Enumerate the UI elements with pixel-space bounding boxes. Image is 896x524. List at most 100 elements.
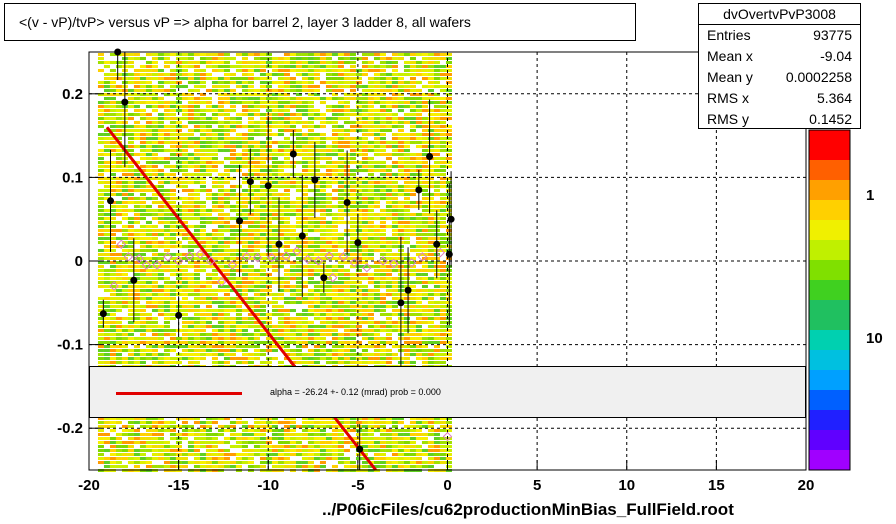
heatmap-cell	[325, 421, 332, 424]
heatmap-cell	[193, 237, 200, 240]
heatmap-cell	[217, 189, 224, 192]
heatmap-cell	[133, 297, 140, 300]
heatmap-cell	[421, 133, 428, 136]
heatmap-cell	[373, 69, 380, 72]
heatmap-cell	[151, 61, 158, 64]
heatmap-cell	[247, 109, 254, 112]
heatmap-cell	[235, 201, 242, 204]
heatmap-cell	[391, 165, 398, 168]
heatmap-cell	[361, 205, 368, 208]
heatmap-cell	[301, 209, 308, 212]
heatmap-cell	[115, 65, 122, 68]
heatmap-cell	[169, 257, 176, 260]
heatmap-cell	[103, 233, 110, 236]
heatmap-cell	[229, 301, 236, 304]
heatmap-cell	[361, 157, 368, 160]
heatmap-cell	[391, 89, 398, 92]
heatmap-cell	[193, 141, 200, 144]
heatmap-cell	[403, 233, 410, 236]
heatmap-cell	[217, 285, 224, 288]
heatmap-cell	[109, 421, 116, 424]
heatmap-cell	[313, 245, 320, 248]
heatmap-cell	[289, 357, 296, 360]
heatmap-cell	[385, 85, 392, 88]
heatmap-cell	[367, 233, 374, 236]
heatmap-cell	[229, 269, 236, 272]
heatmap-cell	[271, 57, 278, 60]
heatmap-cell	[355, 301, 362, 304]
heatmap-cell	[145, 197, 152, 200]
heatmap-cell	[145, 81, 152, 84]
heatmap-cell	[397, 177, 404, 180]
heatmap-cell	[319, 341, 326, 344]
heatmap-cell	[235, 101, 242, 104]
heatmap-cell	[211, 205, 218, 208]
heatmap-cell	[361, 185, 368, 188]
heatmap-cell	[247, 273, 254, 276]
heatmap-cell	[319, 197, 326, 200]
heatmap-cell	[217, 105, 224, 108]
heatmap-cell	[193, 177, 200, 180]
heatmap-cell	[289, 181, 296, 184]
heatmap-cell	[265, 217, 272, 220]
heatmap-cell	[397, 101, 404, 104]
heatmap-cell	[433, 85, 440, 88]
heatmap-cell	[307, 357, 314, 360]
heatmap-cell	[259, 157, 266, 160]
heatmap-cell	[331, 225, 338, 228]
heatmap-cell	[379, 85, 386, 88]
heatmap-cell	[403, 309, 410, 312]
heatmap-cell	[313, 153, 320, 156]
heatmap-cell	[289, 185, 296, 188]
heatmap-cell	[433, 429, 440, 432]
heatmap-cell	[373, 197, 380, 200]
heatmap-cell	[109, 233, 116, 236]
heatmap-cell	[439, 209, 446, 212]
heatmap-cell	[127, 53, 134, 56]
heatmap-cell	[391, 61, 398, 64]
heatmap-cell	[169, 81, 176, 84]
heatmap-cell	[127, 429, 134, 432]
heatmap-cell	[157, 337, 164, 340]
heatmap-cell	[367, 61, 374, 64]
heatmap-cell	[367, 253, 374, 256]
heatmap-cell	[217, 417, 224, 420]
heatmap-cell	[109, 137, 116, 140]
heatmap-cell	[397, 233, 404, 236]
heatmap-cell	[199, 293, 206, 296]
heatmap-cell	[355, 165, 362, 168]
heatmap-cell	[379, 193, 386, 196]
heatmap-cell	[217, 93, 224, 96]
heatmap-cell	[163, 297, 170, 300]
heatmap-cell	[361, 209, 368, 212]
heatmap-cell	[391, 197, 398, 200]
heatmap-cell	[247, 245, 254, 248]
heatmap-cell	[415, 333, 422, 336]
heatmap-cell	[235, 53, 242, 56]
heatmap-cell	[319, 329, 326, 332]
heatmap-cell	[241, 105, 248, 108]
heatmap-cell	[145, 245, 152, 248]
heatmap-cell	[205, 129, 212, 132]
heatmap-cell	[391, 177, 398, 180]
heatmap-cell	[127, 217, 134, 220]
heatmap-cell	[319, 229, 326, 232]
heatmap-cell	[109, 245, 116, 248]
heatmap-cell	[187, 349, 194, 352]
heatmap-cell	[295, 57, 302, 60]
heatmap-cell	[319, 113, 326, 116]
heatmap-cell	[295, 297, 302, 300]
heatmap-cell	[223, 97, 230, 100]
heatmap-cell	[115, 209, 122, 212]
heatmap-cell	[409, 161, 416, 164]
heatmap-cell	[379, 269, 386, 272]
heatmap-cell	[439, 169, 446, 172]
heatmap-cell	[283, 429, 290, 432]
heatmap-cell	[133, 109, 140, 112]
heatmap-cell	[283, 189, 290, 192]
heatmap-cell	[205, 277, 212, 280]
heatmap-cell	[253, 121, 260, 124]
heatmap-cell	[199, 425, 206, 428]
heatmap-cell	[349, 205, 356, 208]
heatmap-cell	[307, 293, 314, 296]
